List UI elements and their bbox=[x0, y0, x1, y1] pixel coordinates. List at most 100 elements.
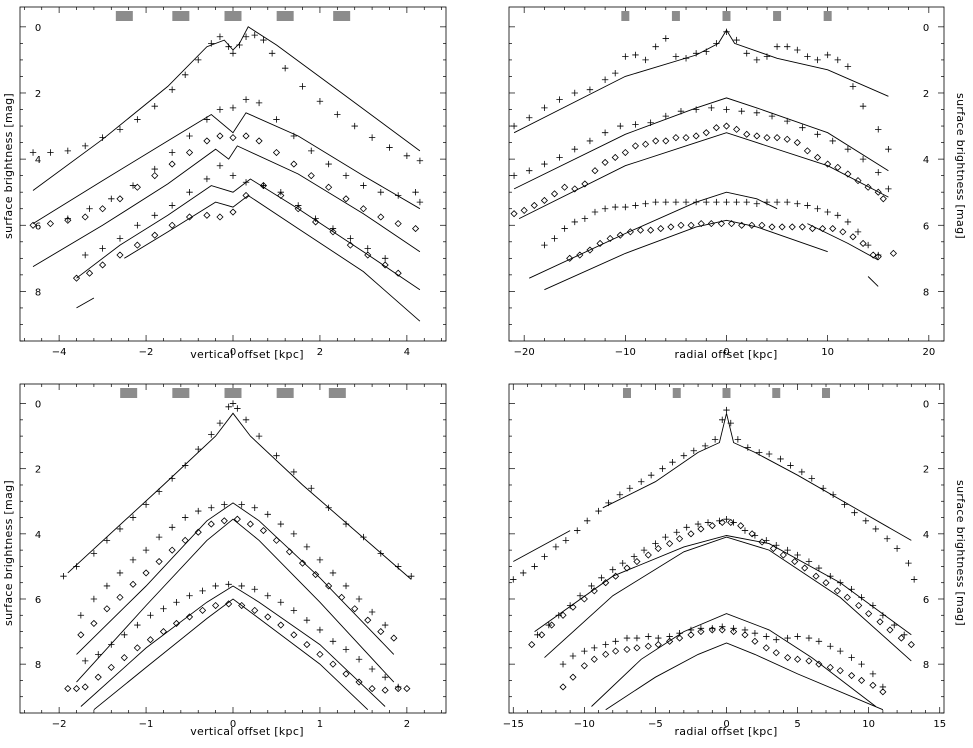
y-tick-label: 4 bbox=[923, 530, 929, 541]
diamond-point bbox=[272, 148, 281, 157]
diamond-point bbox=[855, 601, 863, 610]
plus-point bbox=[151, 103, 158, 110]
diamond-point bbox=[666, 637, 674, 645]
plus-point bbox=[640, 546, 648, 554]
plus-point bbox=[316, 556, 324, 564]
marker-box bbox=[224, 388, 242, 398]
diamond-point bbox=[530, 201, 538, 209]
plus-point bbox=[541, 241, 548, 249]
diamond-point bbox=[540, 196, 548, 205]
plus-point bbox=[90, 595, 98, 603]
marker-box bbox=[172, 388, 190, 398]
plus-point bbox=[814, 205, 821, 212]
x-axis-label: vertical offset [kpc] bbox=[190, 348, 304, 361]
marker-box bbox=[333, 11, 351, 21]
diamond-point bbox=[194, 528, 202, 536]
plus-point bbox=[632, 51, 639, 59]
diamond-point bbox=[185, 613, 194, 621]
plus-point bbox=[242, 179, 250, 186]
diamond-point bbox=[889, 249, 897, 257]
diamond-point bbox=[707, 220, 715, 228]
diamond-point bbox=[730, 627, 738, 636]
plus-point bbox=[116, 525, 124, 533]
diamond-point bbox=[155, 557, 163, 566]
diamond-point bbox=[772, 649, 780, 657]
marker-box bbox=[671, 11, 680, 21]
plus-point bbox=[622, 203, 629, 211]
diamond-point bbox=[626, 228, 634, 236]
plus-point bbox=[555, 612, 562, 619]
plus-point bbox=[784, 634, 791, 642]
diamond-point bbox=[168, 221, 176, 229]
x-tick-label: −2 bbox=[139, 347, 154, 358]
plus-point bbox=[652, 540, 659, 547]
diamond-point bbox=[612, 647, 620, 655]
plus-point bbox=[216, 106, 224, 113]
plus-point bbox=[844, 145, 852, 153]
diamond-point bbox=[616, 231, 624, 239]
plus-point bbox=[82, 657, 89, 665]
y-tick-label: 8 bbox=[923, 287, 929, 298]
diamond-point bbox=[697, 525, 705, 533]
marker-box bbox=[823, 11, 832, 21]
diamond-point bbox=[654, 544, 662, 553]
plus-point bbox=[741, 527, 749, 534]
diamond-point bbox=[394, 220, 402, 228]
plus-point bbox=[673, 529, 680, 536]
diamond-point bbox=[708, 522, 716, 530]
y-tick-label: 8 bbox=[35, 660, 41, 671]
y-tick-label: 2 bbox=[35, 465, 41, 476]
plus-point bbox=[900, 631, 908, 639]
plus-point bbox=[869, 602, 877, 609]
plus-point bbox=[662, 533, 669, 541]
plus-point bbox=[794, 46, 801, 54]
plus-point bbox=[408, 572, 415, 580]
y-tick-label: 4 bbox=[35, 530, 41, 541]
plus-point bbox=[805, 634, 813, 642]
diamond-point bbox=[576, 251, 584, 259]
model-curve bbox=[605, 642, 884, 711]
diamond-point bbox=[874, 253, 882, 261]
plus-point bbox=[381, 621, 389, 629]
y-tick-label: 0 bbox=[923, 23, 929, 34]
plus-point bbox=[381, 673, 389, 681]
model-curve bbox=[32, 26, 421, 191]
diamond-point bbox=[596, 239, 604, 248]
x-tick-label: 20 bbox=[922, 347, 935, 358]
plus-point bbox=[783, 198, 791, 206]
diamond-point bbox=[277, 191, 285, 200]
model-curve bbox=[124, 194, 421, 322]
plus-point bbox=[216, 162, 224, 169]
plus-point bbox=[723, 515, 730, 523]
diamond-point bbox=[633, 557, 641, 566]
diamond-point bbox=[390, 634, 398, 642]
diamond-point bbox=[142, 569, 150, 577]
plus-point bbox=[682, 55, 690, 62]
diamond-point bbox=[203, 137, 211, 145]
plus-point bbox=[841, 501, 848, 508]
diamond-point bbox=[733, 125, 741, 133]
plus-point bbox=[147, 612, 154, 619]
plus-point bbox=[273, 452, 280, 459]
marker-box bbox=[772, 388, 781, 398]
diamond-point bbox=[90, 619, 98, 627]
plus-point bbox=[116, 235, 124, 242]
diamond-point bbox=[779, 551, 787, 559]
diamond-point bbox=[623, 645, 631, 654]
plus-point bbox=[290, 530, 298, 538]
diamond-point bbox=[181, 536, 189, 544]
diamond-point bbox=[255, 137, 263, 145]
model-curve bbox=[867, 276, 879, 287]
plus-point bbox=[181, 71, 189, 78]
plus-point bbox=[255, 432, 263, 440]
diamond-point bbox=[897, 634, 905, 642]
diamond-point bbox=[85, 269, 94, 277]
y-tick-label: 0 bbox=[35, 400, 41, 411]
diamond-point bbox=[623, 564, 631, 572]
plus-point bbox=[859, 155, 867, 163]
diamond-point bbox=[590, 655, 598, 663]
plus-point bbox=[704, 519, 712, 526]
plus-point bbox=[798, 468, 806, 476]
diamond-point bbox=[264, 613, 272, 621]
